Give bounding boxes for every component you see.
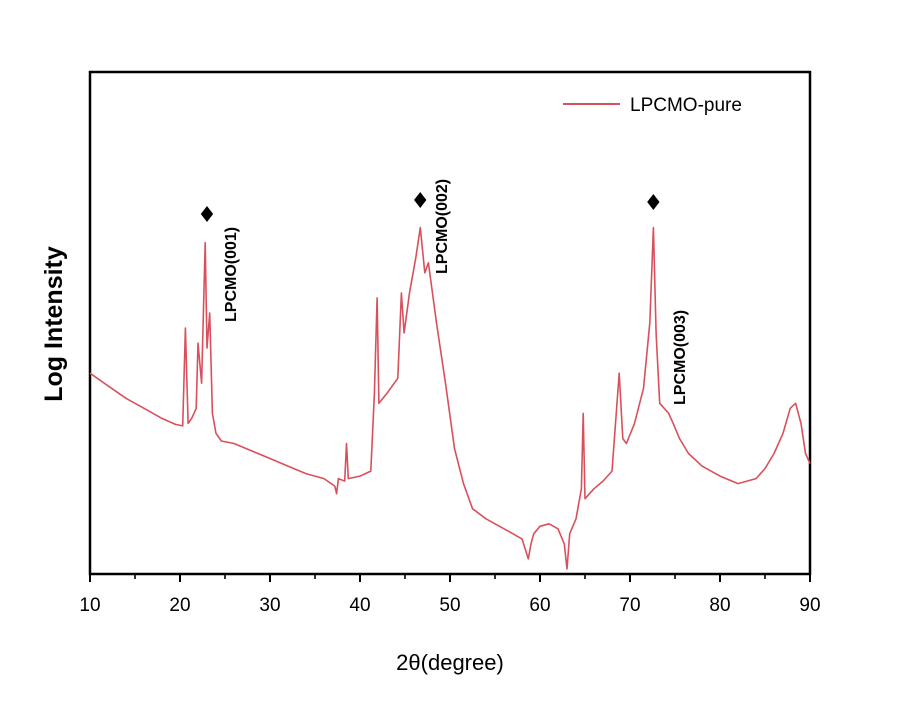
peak-annotations: ♦LPCMO(001)♦ LPCMO(002) ♦LPCMO(003) [197,179,689,405]
peak-diamond-marker: ♦ [644,191,664,216]
series-line [89,226,811,570]
peak-diamond-marker: ♦ [197,203,217,228]
series-layer [89,226,811,570]
x-tick-label: 20 [169,595,190,616]
peak-label: LPCMO(001) [223,227,240,322]
x-tick-label: 10 [79,595,100,616]
x-tick-label: 50 [439,595,460,616]
peak-diamond-marker: ♦ [410,189,430,214]
peak-label: LPCMO(003) [672,310,689,405]
x-axis-title: 2θ(degree) [396,650,504,675]
legend-label: LPCMO-pure [630,95,742,116]
legend: LPCMO-pure [563,95,742,116]
x-tick-label: 70 [619,595,640,616]
plot-frame [88,70,812,576]
x-tick-label: 40 [349,595,370,616]
peak-label: LPCMO(002) [434,179,451,274]
x-tick-label: 80 [709,595,730,616]
x-tick-label: 30 [259,595,280,616]
x-axis-ticks: 10 20 30 40 50 60 70 80 90 [79,574,821,616]
y-axis-title: Log Intensity [40,246,68,402]
x-tick-label: 90 [799,595,820,616]
x-tick-label: 60 [529,595,550,616]
